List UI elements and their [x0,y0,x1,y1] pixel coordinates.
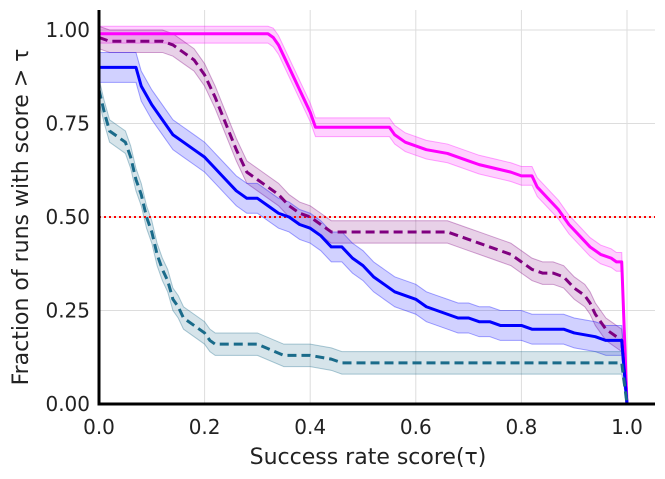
series-purple-dashed [98,36,629,405]
confidence-bands [98,25,628,405]
series-lines [97,32,629,405]
x-tick-0: 0.0 [83,415,115,439]
y-axis-label: Fraction of runs with score > τ [9,49,34,386]
x-tick-5: 1.0 [611,415,643,439]
series-magenta [99,32,629,405]
x-tick-labels: 0.0 0.2 0.4 0.6 0.8 1.0 [83,415,643,439]
y-tick-labels: 0.00 0.25 0.50 0.75 1.00 [45,18,90,416]
band-magenta [98,25,628,405]
band-purple-dashed [98,25,628,405]
x-tick-3: 0.6 [400,415,432,439]
y-tick-0: 0.00 [45,392,90,416]
x-tick-2: 0.4 [294,415,326,439]
y-tick-1: 0.25 [45,299,90,323]
x-tick-4: 0.8 [505,415,537,439]
y-tick-3: 0.75 [45,112,90,136]
y-tick-4: 1.00 [45,18,90,42]
x-tick-1: 0.2 [189,415,221,439]
series-teal-dashed [97,89,629,405]
x-axis-label: Success rate score(τ) [250,445,487,470]
y-tick-2: 0.50 [45,205,90,229]
axes [97,10,655,406]
series-blue [99,65,629,405]
